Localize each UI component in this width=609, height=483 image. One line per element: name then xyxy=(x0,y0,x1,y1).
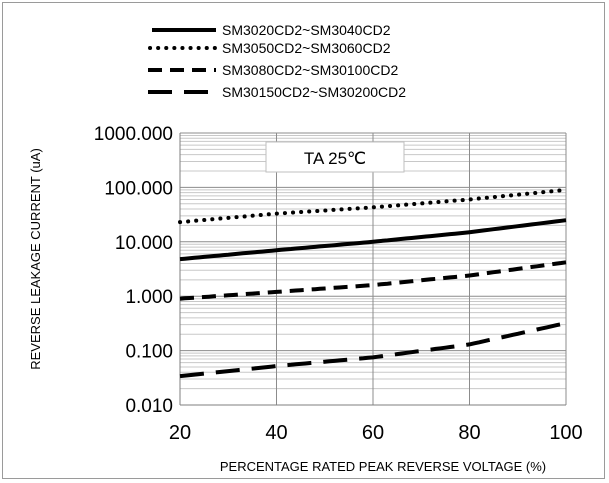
annotation-group: TA 25℃ xyxy=(265,141,405,173)
y-tick-label: 10.000 xyxy=(115,233,173,254)
y-tick-label: 100.000 xyxy=(104,178,173,199)
series-line-2 xyxy=(178,187,568,225)
series-line-4 xyxy=(179,321,567,379)
x-tick-label: 40 xyxy=(265,422,287,444)
annotation-box xyxy=(265,141,405,173)
y-axis-label: REVERSE LEAKAGE CURRENT (uA) xyxy=(28,148,43,370)
legend: SM3020CD2~SM3040CD2 SM3050CD2~SM3060CD2 SM… xyxy=(148,22,406,100)
x-tick-label: 20 xyxy=(169,422,191,444)
y-tick-label: 0.010 xyxy=(125,396,173,417)
x-tick-label: 100 xyxy=(549,422,582,444)
tick-labels: 0.010 0.100 1.000 10.000 100.000 1000.000 20 40… xyxy=(94,124,583,444)
y-tick-label: 1000.000 xyxy=(94,124,173,145)
series-line-1 xyxy=(179,218,567,262)
legend-label-1: SM3020CD2~SM3040CD2 xyxy=(222,22,391,38)
legend-label-4: SM30150CD2~SM30200CD2 xyxy=(222,84,406,100)
x-tick-label: 60 xyxy=(362,422,384,444)
series-lines xyxy=(178,187,568,379)
axes xyxy=(179,133,566,406)
grid xyxy=(179,132,567,406)
legend-label-3: SM3080CD2~SM30100CD2 xyxy=(222,62,398,78)
x-axis-label: PERCENTAGE RATED PEAK REVERSE VOLTAGE (%… xyxy=(220,459,546,474)
y-tick-label: 1.000 xyxy=(125,287,173,308)
x-tick-label: 80 xyxy=(458,422,480,444)
legend-label-2: SM3050CD2~SM3060CD2 xyxy=(222,40,391,56)
annotation-label: TA 25℃ xyxy=(304,149,366,168)
y-tick-label: 0.100 xyxy=(125,342,173,363)
